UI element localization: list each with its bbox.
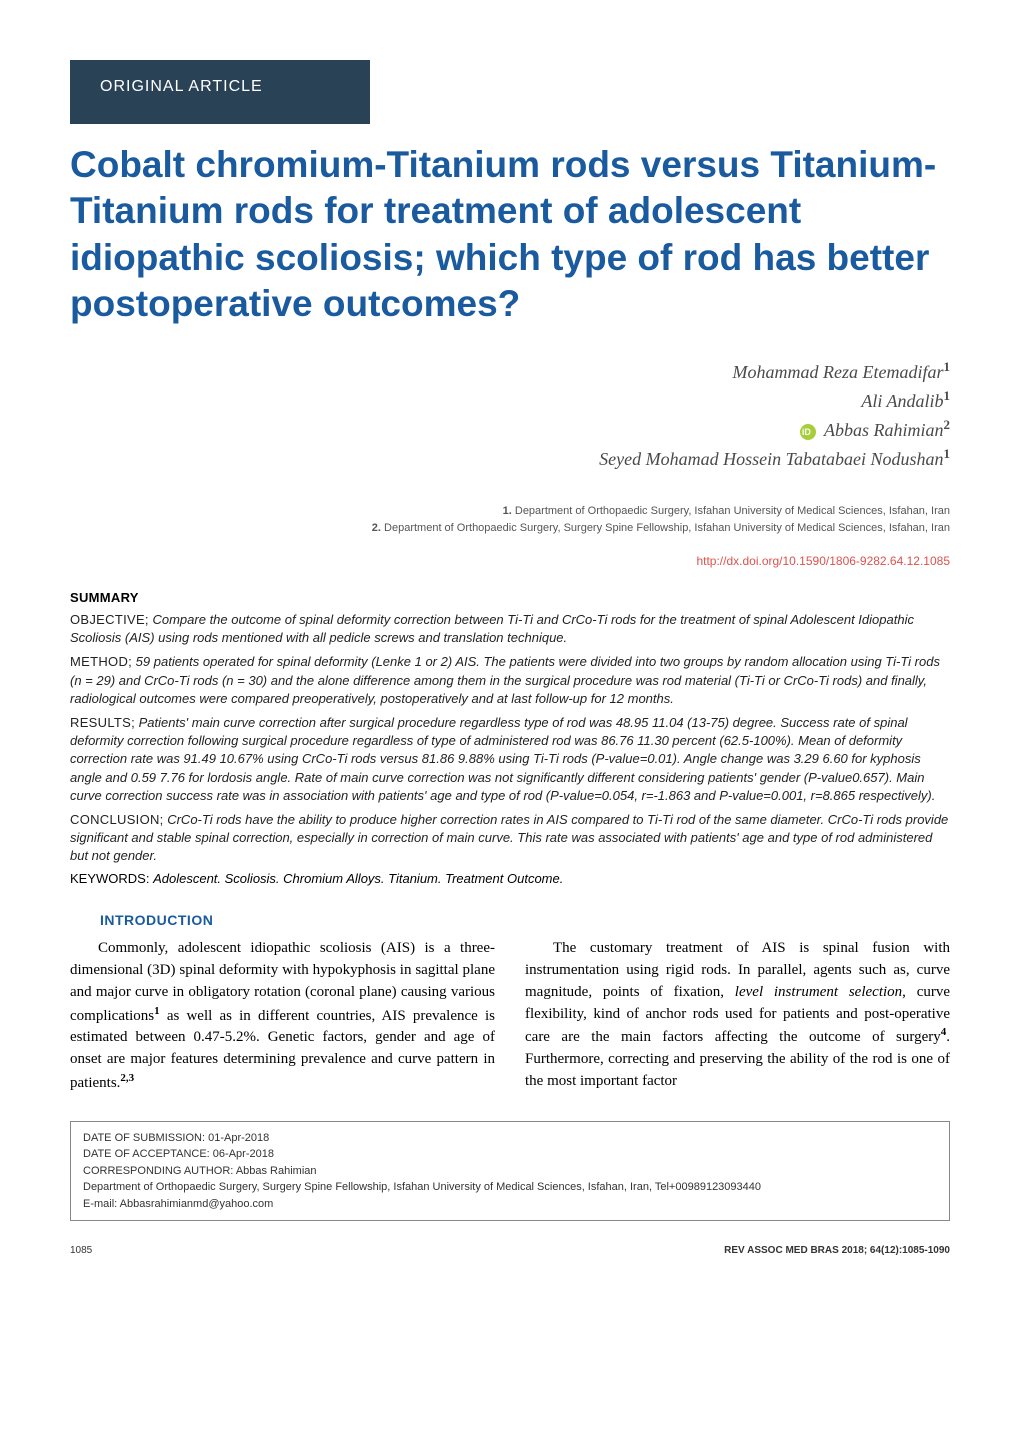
author-sup: 2 — [944, 417, 951, 432]
corresponding-address: Department of Orthopaedic Surgery, Surge… — [83, 1179, 937, 1196]
corresponding-email: E-mail: Abbasrahimianmd@yahoo.com — [83, 1196, 937, 1213]
abstract-objective: OBJECTIVE; Compare the outcome of spinal… — [70, 611, 950, 647]
affiliation-line: 2. Department of Orthopaedic Surgery, Su… — [70, 520, 950, 537]
abstract-text: 59 patients operated for spinal deformit… — [70, 654, 940, 705]
affiliation-num: 2. — [372, 522, 381, 534]
citation-sup: 2,3 — [120, 1072, 134, 1084]
affiliation-num: 1. — [503, 505, 512, 517]
affiliation-text: Department of Orthopaedic Surgery, Isfah… — [515, 505, 950, 517]
author-name: Mohammad Reza Etemadifar — [733, 362, 944, 382]
author-line: Seyed Mohamad Hossein Tabatabaei Nodusha… — [70, 444, 950, 473]
submission-label: DATE OF SUBMISSION: — [83, 1132, 205, 1144]
abstract-label: OBJECTIVE; — [70, 612, 149, 627]
article-type-badge: ORIGINAL ARTICLE — [70, 60, 370, 124]
abstract-conclusion: CONCLUSION; CrCo-Ti rods have the abilit… — [70, 811, 950, 866]
acceptance-date-line: DATE OF ACCEPTANCE: 06-Apr-2018 — [83, 1146, 937, 1163]
author-name: Seyed Mohamad Hossein Tabatabaei Nodusha… — [599, 449, 943, 469]
submission-info-box: DATE OF SUBMISSION: 01-Apr-2018 DATE OF … — [70, 1121, 950, 1222]
author-line: Mohammad Reza Etemadifar1 — [70, 357, 950, 386]
authors-block: Mohammad Reza Etemadifar1 Ali Andalib1 A… — [70, 357, 950, 473]
corresponding-name: Abbas Rahimian — [236, 1165, 317, 1177]
submission-date: 01-Apr-2018 — [208, 1132, 269, 1144]
introduction-heading: INTRODUCTION — [100, 912, 950, 928]
doi-block: http://dx.doi.org/10.1590/1806-9282.64.1… — [70, 554, 950, 568]
author-name: Ali Andalib — [861, 391, 943, 411]
abstract-results: RESULTS; Patients' main curve correction… — [70, 714, 950, 805]
abstract-label: CONCLUSION; — [70, 812, 164, 827]
doi-link[interactable]: http://dx.doi.org/10.1590/1806-9282.64.1… — [696, 554, 950, 568]
article-title: Cobalt chromium-Titanium rods versus Tit… — [70, 142, 950, 327]
abstract-label: RESULTS; — [70, 715, 135, 730]
keywords-label: KEYWORDS: — [70, 871, 149, 886]
abstract-text: CrCo-Ti rods have the ability to produce… — [70, 812, 948, 863]
orcid-icon — [800, 424, 816, 440]
abstract-method: METHOD; 59 patients operated for spinal … — [70, 653, 950, 708]
page-number: 1085 — [70, 1245, 92, 1256]
body-text-italic: level instrument selection — [735, 984, 902, 1000]
author-line: Abbas Rahimian2 — [70, 415, 950, 444]
journal-reference: REV ASSOC MED BRAS 2018; 64(12):1085-109… — [724, 1245, 950, 1256]
acceptance-date: 06-Apr-2018 — [213, 1148, 274, 1160]
summary-heading: SUMMARY — [70, 590, 950, 605]
keywords-block: KEYWORDS: Adolescent. Scoliosis. Chromiu… — [70, 871, 950, 886]
abstract-label: METHOD; — [70, 654, 132, 669]
author-line: Ali Andalib1 — [70, 386, 950, 415]
corresponding-label: CORRESPONDING AUTHOR: — [83, 1165, 233, 1177]
author-sup: 1 — [944, 446, 951, 461]
body-paragraph: The customary treatment of AIS is spinal… — [525, 938, 950, 1092]
page-footer: 1085 REV ASSOC MED BRAS 2018; 64(12):108… — [70, 1245, 950, 1256]
acceptance-label: DATE OF ACCEPTANCE: — [83, 1148, 210, 1160]
author-sup: 1 — [944, 388, 951, 403]
submission-date-line: DATE OF SUBMISSION: 01-Apr-2018 — [83, 1130, 937, 1147]
affiliations-block: 1. Department of Orthopaedic Surgery, Is… — [70, 503, 950, 536]
corresponding-author-line: CORRESPONDING AUTHOR: Abbas Rahimian — [83, 1163, 937, 1180]
body-text: Commonly, adolescent idiopathic scoliosi… — [70, 938, 950, 1094]
abstract-text: Compare the outcome of spinal deformity … — [70, 612, 914, 645]
body-paragraph: Commonly, adolescent idiopathic scoliosi… — [70, 938, 495, 1094]
affiliation-text: Department of Orthopaedic Surgery, Surge… — [384, 522, 950, 534]
keywords-text: Adolescent. Scoliosis. Chromium Alloys. … — [153, 871, 563, 886]
author-name: Abbas Rahimian — [824, 420, 944, 440]
affiliation-line: 1. Department of Orthopaedic Surgery, Is… — [70, 503, 950, 520]
author-sup: 1 — [944, 359, 951, 374]
abstract-text: Patients' main curve correction after su… — [70, 715, 935, 803]
